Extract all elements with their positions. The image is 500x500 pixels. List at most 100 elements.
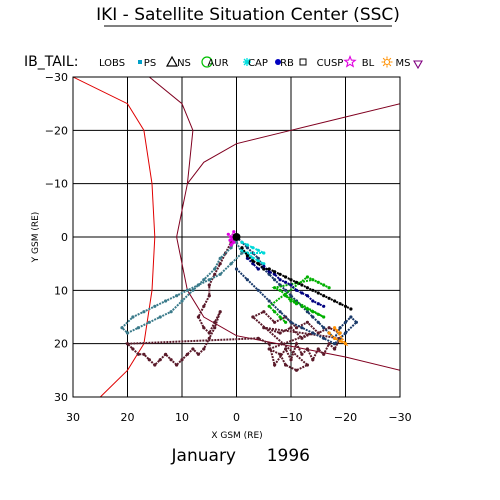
legend-symbol-sun bbox=[381, 56, 393, 68]
data-point bbox=[256, 248, 260, 252]
data-point bbox=[262, 262, 266, 266]
data-point bbox=[232, 230, 236, 234]
data-point bbox=[311, 315, 315, 319]
data-point bbox=[267, 270, 271, 274]
data-point bbox=[234, 240, 239, 244]
data-point bbox=[229, 246, 233, 250]
data-point bbox=[262, 264, 266, 268]
data-point bbox=[175, 294, 179, 298]
data-point bbox=[120, 326, 124, 330]
data-point bbox=[322, 336, 326, 340]
legend-symbol-dot bbox=[138, 60, 142, 64]
data-point bbox=[294, 288, 299, 292]
data-point bbox=[158, 358, 162, 362]
data-point bbox=[300, 283, 304, 287]
data-point bbox=[289, 294, 293, 298]
series-lobs bbox=[120, 235, 244, 335]
data-point bbox=[273, 286, 277, 290]
data-point bbox=[311, 278, 315, 282]
data-point bbox=[207, 294, 211, 298]
y-tick-label: 30 bbox=[54, 391, 68, 404]
data-point bbox=[256, 262, 260, 266]
data-point bbox=[245, 243, 249, 247]
y-tick-label: 10 bbox=[54, 284, 68, 297]
chart-title: IKI - Satellite Situation Center (SSC) bbox=[96, 5, 400, 25]
data-point bbox=[125, 331, 130, 335]
legend-label: PS bbox=[144, 58, 156, 69]
data-point bbox=[305, 310, 309, 314]
legend-label: RB bbox=[280, 58, 294, 69]
data-point bbox=[153, 304, 157, 308]
data-point bbox=[273, 270, 277, 274]
data-point bbox=[311, 299, 315, 303]
data-point bbox=[147, 358, 151, 362]
x-tick-label: −20 bbox=[334, 411, 357, 424]
data-point bbox=[164, 299, 168, 303]
data-point bbox=[349, 315, 353, 319]
legend-symbol-square bbox=[299, 58, 307, 66]
y-tick-label: −10 bbox=[45, 178, 68, 191]
legend-item-aur: AUR bbox=[207, 58, 251, 69]
y-tick-label: 20 bbox=[54, 338, 68, 351]
series-group bbox=[120, 230, 358, 372]
data-point bbox=[273, 363, 277, 367]
x-tick-label: −10 bbox=[279, 411, 302, 424]
data-point bbox=[251, 315, 255, 319]
data-point bbox=[289, 278, 293, 282]
data-point bbox=[322, 304, 326, 308]
data-point bbox=[228, 238, 232, 242]
series-ms bbox=[125, 235, 342, 372]
legend-label: BL bbox=[362, 58, 375, 69]
data-point bbox=[300, 291, 304, 295]
data-point bbox=[305, 320, 309, 324]
data-point bbox=[354, 320, 358, 324]
legend-symbol-star bbox=[343, 54, 357, 68]
data-point bbox=[289, 299, 293, 303]
data-point bbox=[333, 347, 337, 351]
data-point bbox=[294, 368, 299, 372]
legend-label: CUSP bbox=[317, 58, 344, 69]
data-point bbox=[226, 232, 230, 236]
data-point bbox=[169, 310, 173, 314]
data-point bbox=[333, 336, 337, 340]
data-point bbox=[245, 246, 249, 250]
data-point bbox=[349, 307, 353, 311]
data-point bbox=[327, 296, 331, 300]
data-point bbox=[300, 326, 304, 330]
data-point bbox=[207, 283, 211, 287]
data-point bbox=[207, 336, 211, 340]
footer-month: January bbox=[171, 446, 236, 466]
footer-year: 1996 bbox=[267, 446, 310, 466]
data-point bbox=[196, 315, 200, 319]
data-point bbox=[202, 347, 206, 351]
legend-item-ns: NS bbox=[177, 56, 213, 69]
data-point bbox=[185, 288, 189, 292]
data-point bbox=[338, 339, 342, 343]
data-point bbox=[316, 302, 320, 306]
data-point bbox=[229, 243, 233, 247]
data-point bbox=[136, 352, 140, 356]
data-point bbox=[158, 315, 162, 319]
legend-symbol-circle bbox=[201, 56, 213, 68]
data-point bbox=[343, 331, 348, 335]
data-point bbox=[256, 259, 260, 263]
data-point bbox=[284, 363, 288, 367]
series-bl bbox=[327, 326, 349, 347]
x-tick-label: 20 bbox=[121, 411, 135, 424]
data-point bbox=[305, 363, 309, 367]
data-point bbox=[196, 352, 200, 356]
data-point bbox=[278, 352, 282, 356]
y-axis-label: Y GSM (RE) bbox=[31, 212, 41, 264]
data-point bbox=[180, 358, 184, 362]
data-point bbox=[262, 326, 266, 330]
data-point bbox=[300, 336, 304, 340]
legend: LOBS PS NS AUR CAP RB CUSP BL MS bbox=[99, 54, 423, 70]
data-point bbox=[305, 307, 309, 311]
legend-item-lobs: LOBS bbox=[99, 58, 142, 69]
y-tick-label: −20 bbox=[45, 124, 68, 137]
data-point bbox=[278, 272, 282, 276]
data-point bbox=[305, 347, 309, 351]
x-tick-labels: 30 20 10 0 −10 −20 −30 bbox=[66, 411, 412, 424]
data-point bbox=[267, 267, 271, 271]
